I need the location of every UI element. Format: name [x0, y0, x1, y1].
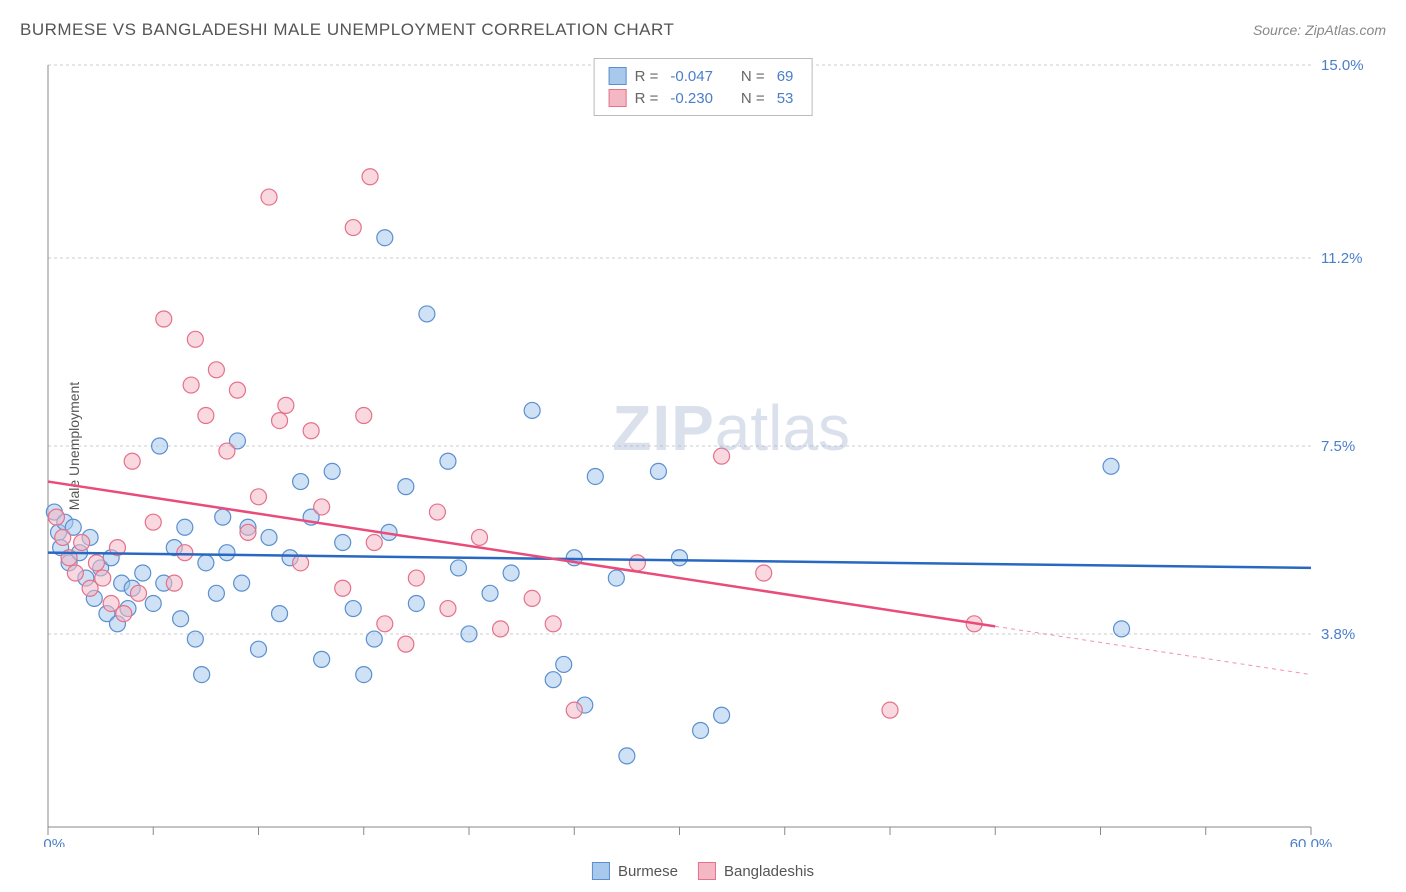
- scatter-plot: 3.8% 7.5% 11.2% 15.0% 0.0% 60.0%: [43, 55, 1386, 847]
- stat-row-burmese: R = -0.047 N = 69: [609, 65, 798, 87]
- legend-item-burmese: Burmese: [592, 862, 678, 880]
- bottom-legend: Burmese Bangladeshis: [592, 862, 814, 880]
- svg-text:60.0%: 60.0%: [1290, 836, 1333, 847]
- legend-item-bangladeshi: Bangladeshis: [698, 862, 814, 880]
- swatch-burmese-icon: [592, 862, 610, 880]
- swatch-burmese: [609, 67, 627, 85]
- chart-area: 3.8% 7.5% 11.2% 15.0% 0.0% 60.0%: [43, 55, 1386, 847]
- svg-text:11.2%: 11.2%: [1321, 250, 1362, 267]
- swatch-bangladeshi-icon: [698, 862, 716, 880]
- swatch-bangladeshi: [609, 89, 627, 107]
- stat-row-bangladeshi: R = -0.230 N = 53: [609, 87, 798, 109]
- svg-text:15.0%: 15.0%: [1321, 57, 1364, 74]
- svg-text:3.8%: 3.8%: [1321, 626, 1355, 643]
- correlation-stats-box: R = -0.047 N = 69 R = -0.230 N = 53: [594, 58, 813, 116]
- svg-text:0.0%: 0.0%: [43, 836, 65, 847]
- svg-text:7.5%: 7.5%: [1321, 438, 1355, 455]
- source-label: Source: ZipAtlas.com: [1253, 22, 1386, 38]
- chart-title: BURMESE VS BANGLADESHI MALE UNEMPLOYMENT…: [20, 20, 674, 40]
